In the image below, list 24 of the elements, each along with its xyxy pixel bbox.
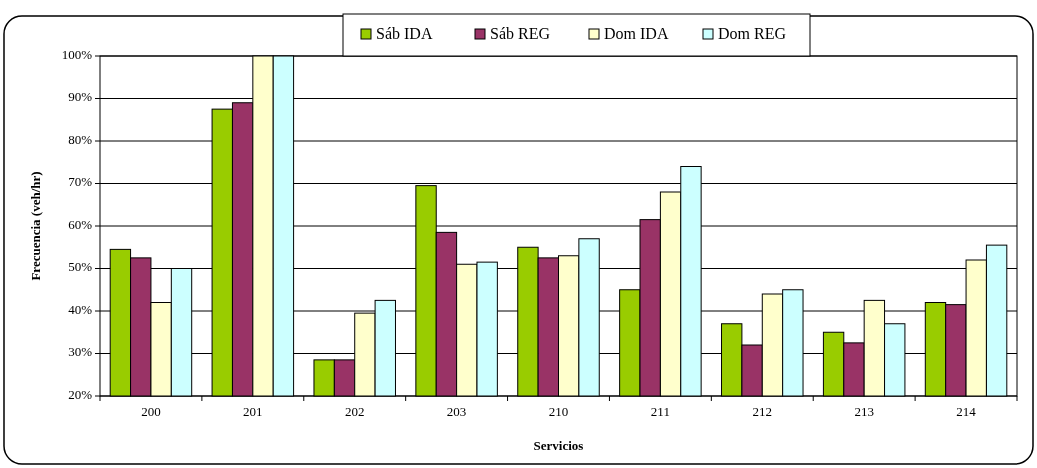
x-tick-label: 200 [141,404,161,419]
x-tick-label: 211 [650,404,670,419]
x-tick-label: 213 [854,404,874,419]
x-axis-title: Servicios [533,438,584,453]
y-tick-label: 100% [61,46,93,62]
x-tick-label: 214 [956,404,977,419]
y-tick-label: 70% [68,174,93,190]
y-axis-title: Frecuencia (veh/hr) [28,171,43,281]
y-tick-label: 30% [68,344,93,360]
x-tick-label: 202 [344,404,365,419]
x-tick-label: 212 [752,404,773,419]
legend-label: Sáb REG [490,25,551,42]
y-tick-label: 80% [68,131,93,147]
x-tick-label: 210 [548,404,569,419]
y-tick-label: 60% [68,216,93,232]
y-tick-label: 20% [68,386,93,402]
y-tick-label: 40% [68,301,93,317]
legend-label: Sáb IDA [376,25,433,42]
y-tick-label: 50% [68,259,93,275]
x-tick-label: 203 [446,404,467,419]
x-tick-label: 201 [243,404,263,419]
y-tick-label: 90% [68,89,93,105]
legend-label: Dom IDA [604,25,669,42]
legend-label: Dom REG [718,25,787,42]
